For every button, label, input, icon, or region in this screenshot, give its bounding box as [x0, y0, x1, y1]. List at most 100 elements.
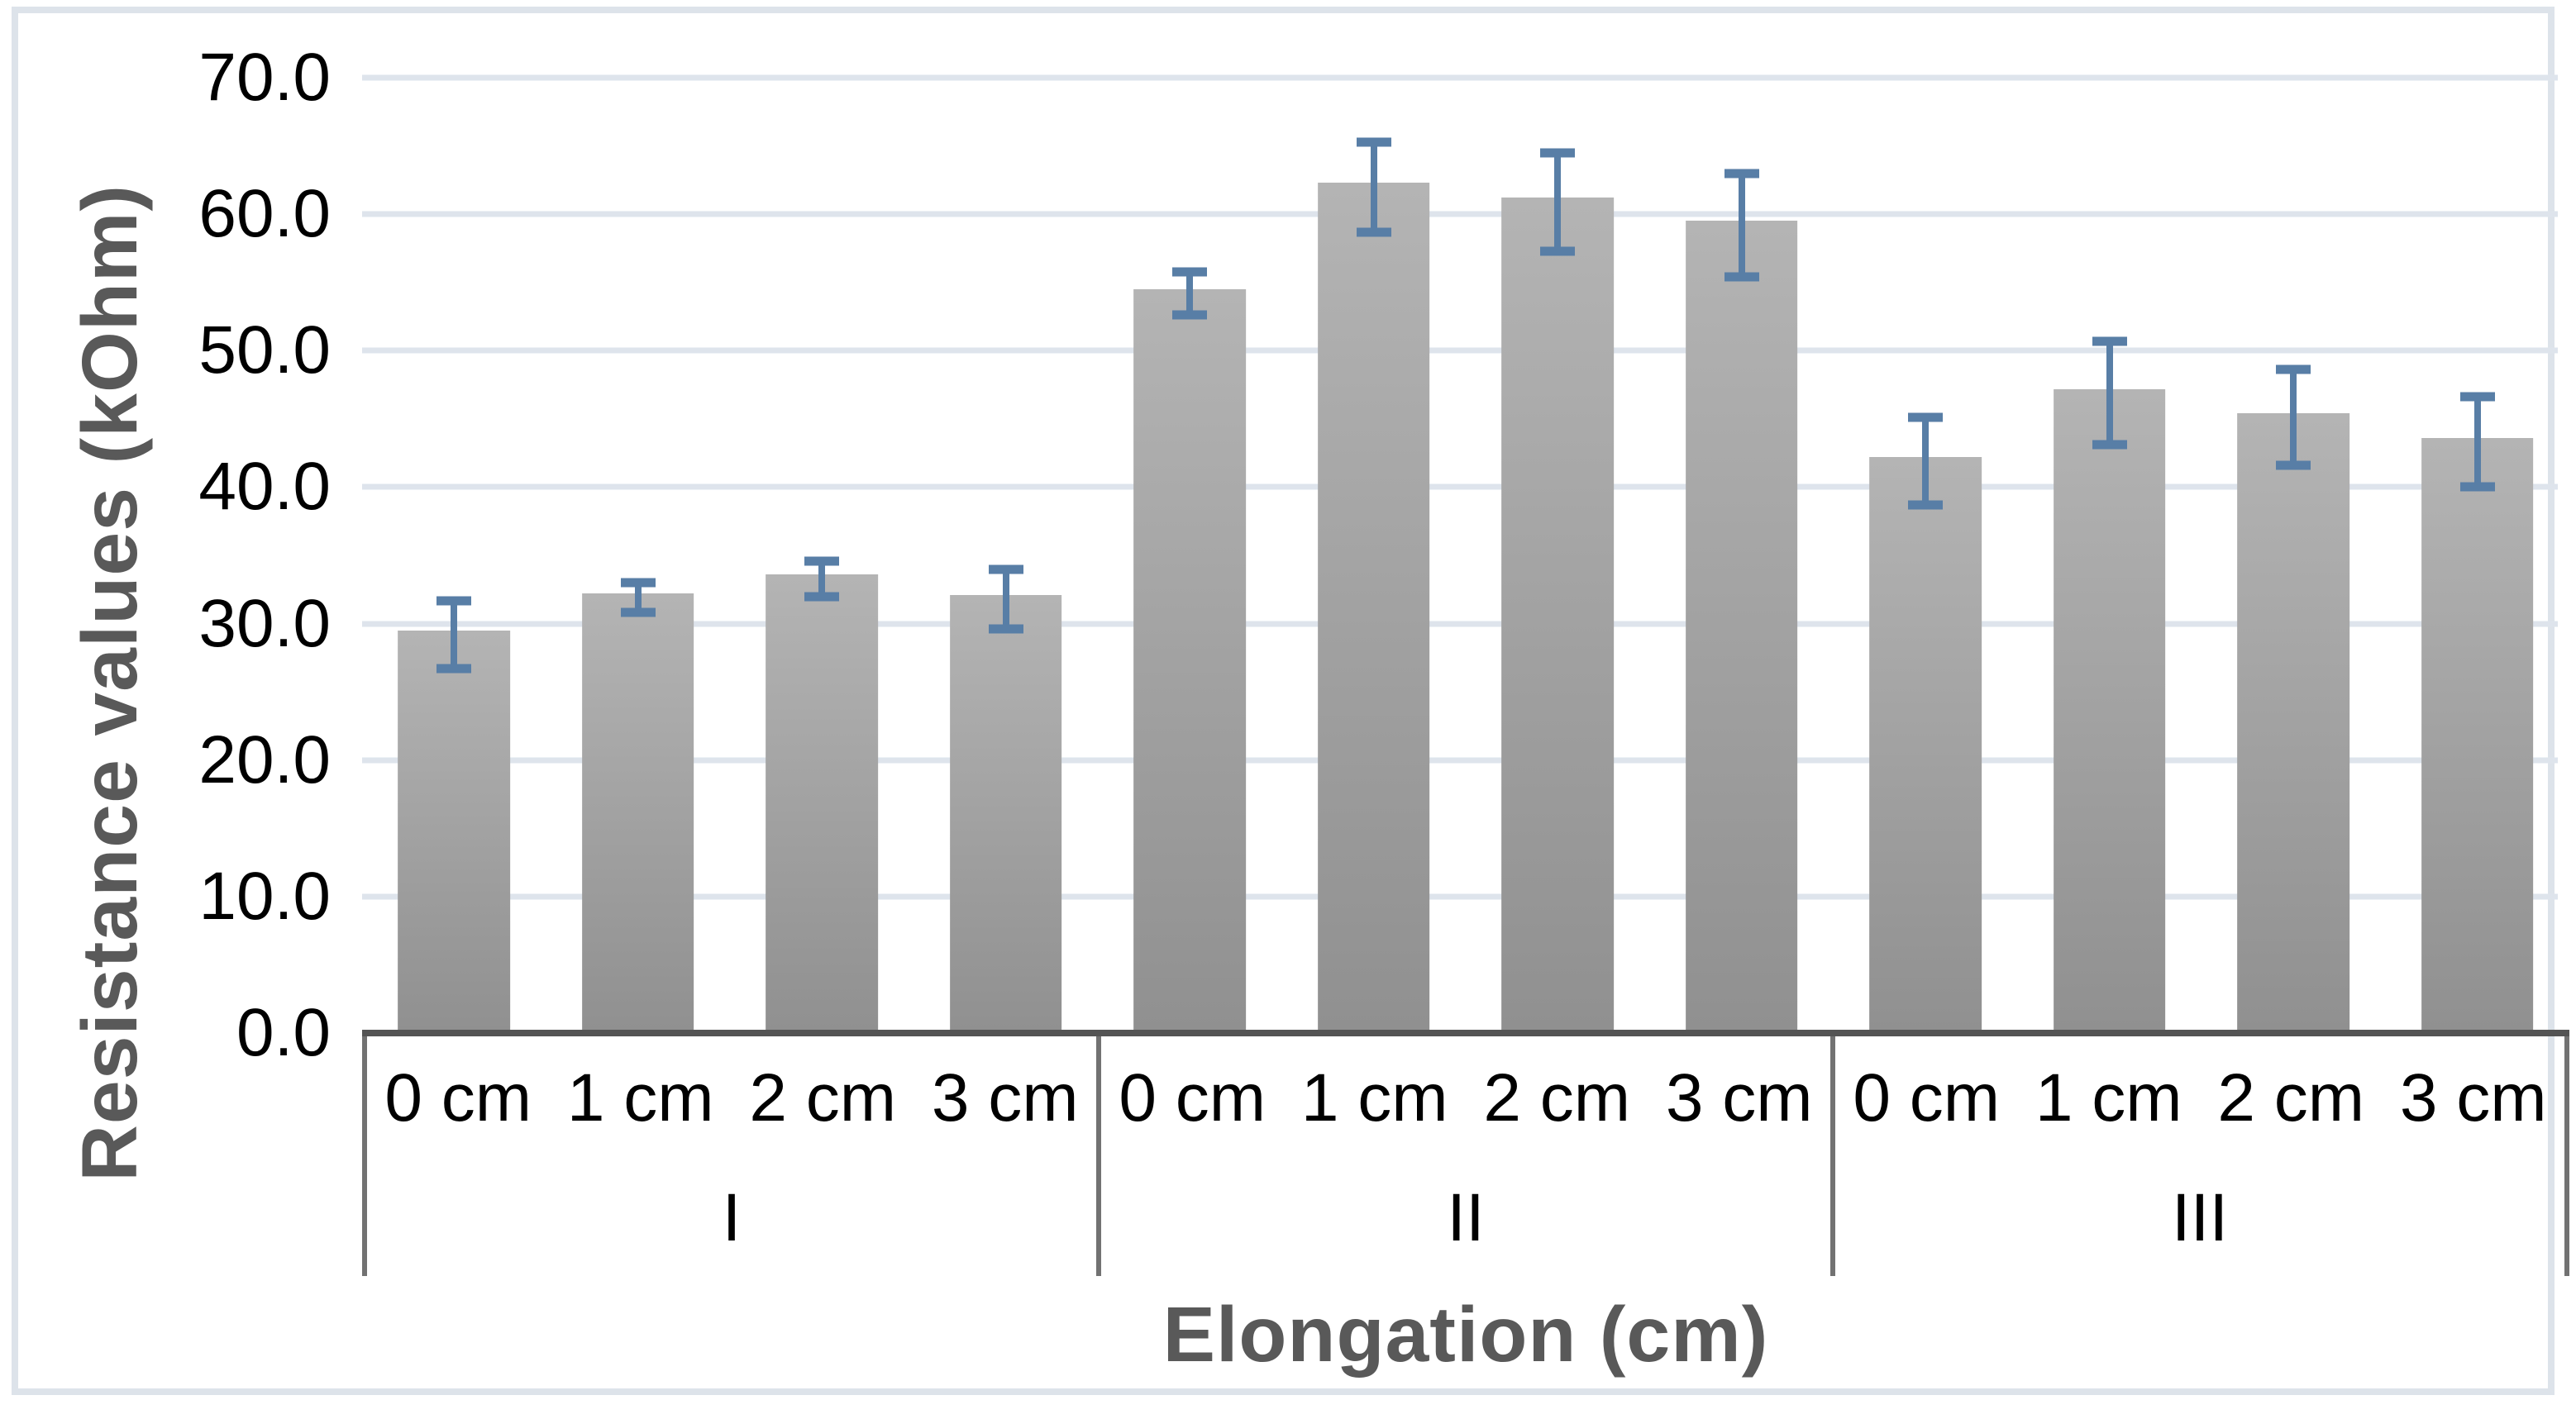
- bar-cell-II-0cm: [1098, 78, 1282, 1033]
- y-tick-label-30.0: 30.0: [198, 585, 331, 661]
- category-label-I-3cm: 3 cm: [931, 1060, 1079, 1136]
- bar-I-1cm: [581, 593, 694, 1033]
- gridline-50.0: [362, 347, 2558, 354]
- category-label-III-1cm: 1 cm: [2035, 1060, 2182, 1136]
- error-bar-whisker: [451, 596, 458, 665]
- bar-cell-I-2cm: [730, 78, 914, 1033]
- error-bar-cap-bottom: [1356, 227, 1391, 237]
- y-tick-label-20.0: 20.0: [198, 721, 331, 798]
- error-bar-cap-top: [1724, 169, 1759, 179]
- error-bar-whisker: [2106, 336, 2113, 441]
- plot-area: [362, 74, 2569, 1036]
- error-bar-cap-bottom: [620, 607, 656, 617]
- y-tick-label-10.0: 10.0: [198, 858, 331, 934]
- error-bar-whisker: [1738, 169, 1745, 274]
- error-bar-cap-bottom: [2092, 440, 2127, 450]
- bar-II-2cm: [1501, 198, 1615, 1033]
- bar-I-3cm: [949, 594, 1062, 1033]
- error-bar-whisker: [2473, 393, 2481, 483]
- error-bar-cap-top: [2092, 336, 2127, 346]
- bars-group-II: [1098, 78, 1834, 1033]
- error-bar-cap-top: [1908, 412, 1944, 422]
- category-label-II-2cm: 2 cm: [1483, 1060, 1631, 1136]
- category-labels-row-III: 0 cm 1 cm 2 cm 3 cm: [1835, 1036, 2564, 1161]
- group-section-III: 0 cm 1 cm 2 cm 3 cm III: [1830, 1036, 2564, 1276]
- gridline-30.0: [362, 621, 2558, 627]
- error-bar-cap-top: [804, 556, 840, 566]
- category-label-II-0cm: 0 cm: [1119, 1060, 1267, 1136]
- error-bar-cap-bottom: [2459, 482, 2495, 492]
- category-labels-row-II: 0 cm 1 cm 2 cm 3 cm: [1101, 1036, 1830, 1161]
- bar-I-0cm: [398, 630, 511, 1033]
- error-bar-whisker: [1370, 137, 1377, 228]
- gridline-60.0: [362, 211, 2558, 217]
- error-bar-cap-bottom: [804, 592, 840, 602]
- category-axis-box: 0 cm 1 cm 2 cm 3 cm I 0 cm 1 cm 2 cm 3 cm II 0 cm 1…: [362, 1036, 2569, 1276]
- bar-II-3cm: [1685, 221, 1798, 1033]
- category-labels-row-I: 0 cm 1 cm 2 cm 3 cm: [367, 1036, 1096, 1161]
- error-bar-cap-top: [1172, 267, 1208, 277]
- category-label-II-3cm: 3 cm: [1665, 1060, 1813, 1136]
- gridline-10.0: [362, 893, 2558, 900]
- error-bar-whisker: [1002, 564, 1009, 626]
- bar-III-1cm: [2053, 388, 2166, 1033]
- bars-group-I: [362, 78, 1098, 1033]
- error-bar-whisker: [634, 579, 642, 609]
- error-bar-cap-top: [2459, 392, 2495, 402]
- y-tick-label-60.0: 60.0: [198, 176, 331, 252]
- error-bar-whisker: [1554, 148, 1562, 247]
- bar-cell-I-0cm: [362, 78, 546, 1033]
- error-bar-cap-top: [1356, 137, 1391, 147]
- bar-cell-III-2cm: [2202, 78, 2386, 1033]
- error-bar-cap-bottom: [1908, 500, 1944, 510]
- category-label-I-2cm: 2 cm: [749, 1060, 897, 1136]
- bar-III-3cm: [2421, 437, 2534, 1033]
- y-axis-tick-labels: 70.0 60.0 50.0 40.0 30.0 20.0 10.0 0.0: [18, 40, 337, 1070]
- error-bar-cap-top: [436, 596, 472, 606]
- x-axis-line: [362, 1030, 2569, 1036]
- error-bar-cap-top: [2276, 364, 2311, 374]
- bar-cell-III-1cm: [2018, 78, 2202, 1033]
- category-label-II-1cm: 1 cm: [1300, 1060, 1448, 1136]
- gridline-40.0: [362, 483, 2558, 490]
- error-bar-cap-bottom: [436, 664, 472, 674]
- bar-cell-I-3cm: [914, 78, 1099, 1033]
- error-bar-whisker: [818, 556, 826, 593]
- y-tick-label-0.0: 0.0: [236, 995, 331, 1070]
- error-bar-cap-bottom: [1724, 272, 1759, 282]
- category-label-III-0cm: 0 cm: [1853, 1060, 2001, 1136]
- category-label-III-2cm: 2 cm: [2217, 1060, 2365, 1136]
- bar-II-1cm: [1317, 183, 1430, 1033]
- bar-II-0cm: [1133, 288, 1247, 1033]
- error-bar-cap-bottom: [988, 624, 1023, 634]
- y-tick-label-70.0: 70.0: [198, 40, 331, 115]
- category-label-I-0cm: 0 cm: [384, 1060, 532, 1136]
- bar-cell-II-2cm: [1466, 78, 1650, 1033]
- bars-row: [362, 78, 2569, 1033]
- chart-figure: Resistance values (kOhm) 70.0 60.0 50.0 40.…: [12, 7, 2569, 1395]
- bar-cell-III-0cm: [1834, 78, 2018, 1033]
- error-bar-whisker: [2290, 365, 2297, 462]
- group-section-I: 0 cm 1 cm 2 cm 3 cm I: [367, 1036, 1096, 1276]
- gridline-20.0: [362, 757, 2558, 764]
- group-label-II: II: [1447, 1180, 1485, 1256]
- error-bar-cap-top: [988, 564, 1023, 574]
- error-bar-cap-bottom: [2276, 460, 2311, 470]
- bar-III-0cm: [1869, 457, 1982, 1033]
- error-bar-cap-bottom: [1540, 246, 1576, 256]
- category-label-I-1cm: 1 cm: [566, 1060, 714, 1136]
- y-tick-label-40.0: 40.0: [198, 449, 331, 525]
- error-bar-cap-top: [620, 578, 656, 588]
- error-bar-whisker: [1186, 267, 1194, 312]
- bar-cell-II-3cm: [1650, 78, 1834, 1033]
- error-bar-whisker: [1922, 413, 1930, 501]
- group-section-II: 0 cm 1 cm 2 cm 3 cm II: [1096, 1036, 1830, 1276]
- bar-cell-II-1cm: [1282, 78, 1467, 1033]
- category-label-III-3cm: 3 cm: [2399, 1060, 2547, 1136]
- x-axis-title: Elongation (cm): [1162, 1291, 1769, 1379]
- bars-group-III: [1834, 78, 2569, 1033]
- error-bar-cap-top: [1540, 148, 1576, 158]
- error-bar-cap-bottom: [1172, 310, 1208, 320]
- gridline-70.0: [362, 74, 2558, 81]
- y-tick-label-50.0: 50.0: [198, 312, 331, 388]
